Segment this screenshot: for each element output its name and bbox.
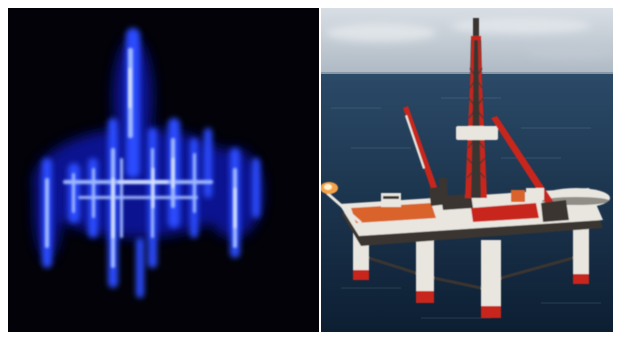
flare-boom	[326, 191, 362, 225]
clouds	[326, 18, 613, 59]
rig-columns	[353, 218, 589, 318]
crane-boom-left	[403, 106, 441, 200]
rig-deck-module-left	[351, 203, 436, 223]
derrick	[456, 18, 498, 198]
rig-braces	[368, 256, 574, 290]
oil-rig	[321, 18, 610, 318]
rig-deck-module-red	[471, 203, 539, 222]
radar-core-highlights	[112, 68, 236, 238]
deck-structures	[381, 178, 544, 207]
sea-ripples	[331, 97, 601, 319]
derrick-white-house	[456, 126, 498, 140]
radar-image	[8, 8, 319, 332]
oil-rig-photo-panel	[321, 8, 613, 332]
derrick-top	[473, 18, 479, 40]
radar-image-panel	[8, 8, 319, 332]
oil-rig-photo	[321, 8, 613, 332]
crane-cab	[541, 200, 569, 222]
horizon	[321, 72, 613, 75]
